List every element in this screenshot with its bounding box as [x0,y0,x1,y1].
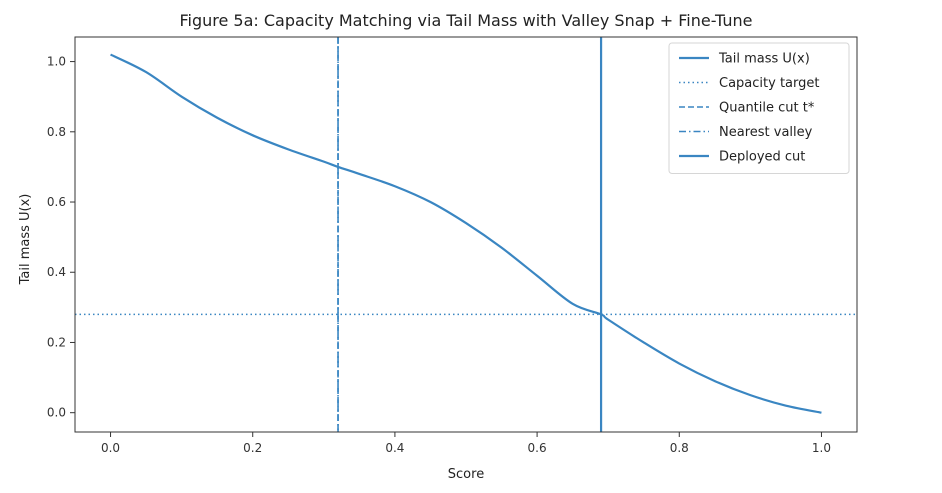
x-axis-label: Score [448,467,484,482]
x-tick-label: 0.8 [670,441,689,455]
x-tick-label: 0.2 [243,441,262,455]
y-tick-label: 0.2 [47,335,66,349]
y-tick-label: 0.4 [47,265,66,279]
x-tick-label: 0.4 [385,441,404,455]
legend: Tail mass U(x) Capacity target Quantile cu… [668,42,850,174]
legend-label: Tail mass U(x) [718,52,810,67]
plot-content [75,37,857,432]
x-tick-label: 0.0 [101,441,120,455]
y-tick-label: 0.6 [47,195,66,209]
series-line-tail-mass [110,53,822,414]
y-tick-label: 0.8 [47,125,66,139]
y-tick-label: 1.0 [47,55,66,69]
axes-frame [74,36,858,433]
legend-label: Nearest valley [719,125,813,140]
legend-box [668,42,850,174]
y-tick-label: 0.0 [47,406,66,420]
legend-label: Deployed cut [719,150,805,165]
axes: 0.0 0.2 0.4 0.6 0.8 1.0 0.0 0.2 0.4 0.6 0.8 1.0 [47,36,858,455]
y-axis-label: Tail mass U(x) [18,194,33,286]
legend-label: Capacity target [719,76,819,91]
chart-title: Figure 5a: Capacity Matching via Tail Ma… [179,11,752,30]
plot-area [75,37,857,432]
x-tick-label: 0.6 [528,441,547,455]
x-tick-label: 1.0 [812,441,831,455]
legend-label: Quantile cut t* [719,101,815,116]
